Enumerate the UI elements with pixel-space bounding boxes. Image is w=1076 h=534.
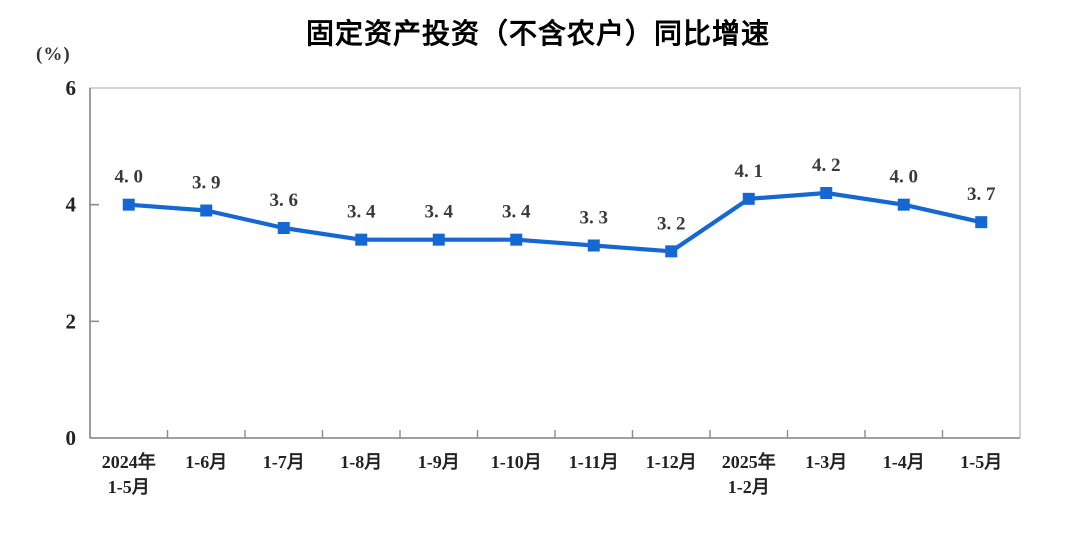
data-point-marker [820, 187, 833, 199]
data-point-label: 4. 0 [115, 167, 144, 188]
x-axis-label: 1-12月 [646, 452, 697, 472]
y-tick-label: 6 [66, 76, 77, 100]
x-axis-label: 1-8月 [340, 452, 382, 472]
data-point-marker [432, 233, 445, 246]
x-axis-label: 1-11月 [569, 452, 619, 472]
x-axis-label: 2024年 1-5月 [102, 451, 156, 497]
x-axis-label: 1-7月 [263, 452, 305, 472]
x-axis-label: 1-9月 [418, 452, 460, 472]
data-point-marker [742, 192, 755, 205]
data-line [126, 190, 984, 254]
data-point-label: 3. 6 [270, 190, 299, 211]
data-point-label: 4. 0 [890, 167, 919, 188]
data-point-marker [200, 204, 213, 217]
data-point-label: 4. 2 [812, 155, 841, 176]
x-axis-label: 1-4月 [883, 452, 925, 472]
data-point-marker [587, 239, 600, 252]
data-point-label: 3. 4 [425, 202, 454, 223]
data-point-marker [355, 233, 368, 246]
chart-title: 固定资产投资（不含农户）同比增速 [305, 18, 770, 49]
x-axis-label: 1-6月 [185, 452, 227, 472]
data-point-label: 3. 4 [347, 202, 376, 223]
plot-frame [89, 87, 1021, 439]
x-axis-label: 1-5月 [960, 452, 1002, 472]
y-tick-label: 4 [66, 193, 77, 217]
x-axis-label: 2025年 1-2月 [722, 451, 776, 497]
data-point-label: 3. 4 [502, 202, 531, 223]
data-point-marker [897, 198, 910, 211]
y-axis-unit-label: (%) [36, 44, 71, 65]
data-point-label: 3. 7 [967, 184, 996, 205]
data-point-label: 4. 1 [735, 161, 764, 182]
y-tick-label: 2 [66, 309, 77, 333]
data-point-marker [665, 245, 678, 258]
data-point-label: 3. 2 [657, 213, 686, 234]
x-axis-label: 1-10月 [491, 452, 542, 472]
data-point-label: 3. 3 [580, 208, 609, 229]
data-point-marker [975, 216, 988, 229]
data-point-marker [277, 222, 290, 234]
x-axis-label: 1-3月 [805, 452, 847, 472]
data-point-marker [122, 198, 135, 211]
data-point-label: 3. 9 [192, 173, 221, 194]
y-tick-label: 0 [66, 426, 77, 450]
data-point-marker [510, 233, 523, 246]
